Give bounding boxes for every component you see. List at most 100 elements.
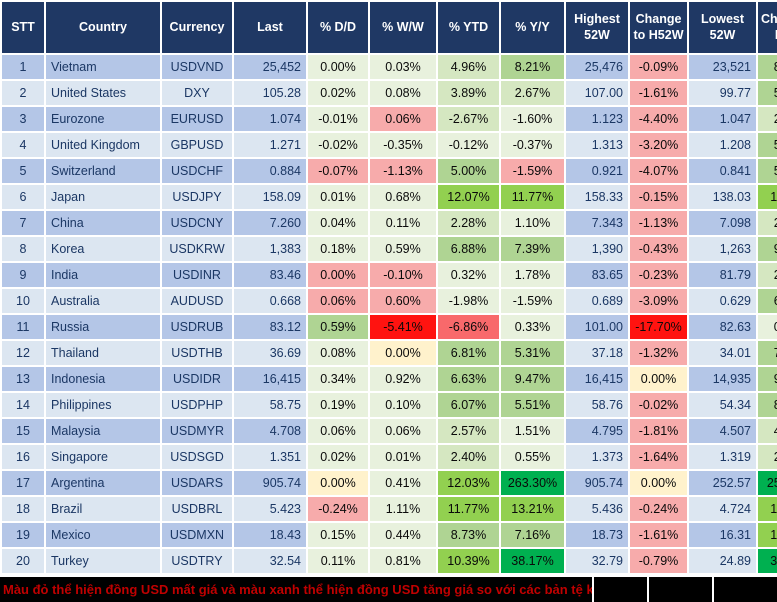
column-header-chg_h: Change to H52W <box>628 0 689 55</box>
column-header-ww: % W/W <box>368 0 438 55</box>
cell-high: 1.373 <box>564 443 630 471</box>
cell-stt: 11 <box>0 313 46 341</box>
cell-chg_h: -0.02% <box>628 391 689 419</box>
cell-stt: 17 <box>0 469 46 497</box>
table-header: STT Country Currency Last% D/D% W/W% YTD% Y… <box>0 0 777 55</box>
cell-chg_l: 14.80% <box>756 495 777 523</box>
column-header-ytd: % YTD <box>436 0 501 55</box>
cell-high: 18.73 <box>564 521 630 549</box>
cell-stt: 12 <box>0 339 46 367</box>
cell-chg_l: 6.09% <box>756 287 777 315</box>
cell-low: 81.79 <box>687 261 758 289</box>
cell-last: 16,415 <box>232 365 308 393</box>
cell-low: 23,521 <box>687 53 758 81</box>
cell-country: Switzerland <box>44 157 162 185</box>
cell-country: Mexico <box>44 521 162 549</box>
cell-high: 83.65 <box>564 261 630 289</box>
cell-ytd: 6.07% <box>436 391 501 419</box>
cell-stt: 13 <box>0 365 46 393</box>
cell-dd: 0.06% <box>306 287 370 315</box>
cell-stt: 19 <box>0 521 46 549</box>
table-row: 11 Russia USDRUB 83.12 0.59% -5.41% -6.86% 0.33… <box>0 313 777 341</box>
cell-low: 16.31 <box>687 521 758 549</box>
cell-low: 7.098 <box>687 209 758 237</box>
cell-country: India <box>44 261 162 289</box>
cell-stt: 9 <box>0 261 46 289</box>
cell-low: 4.507 <box>687 417 758 445</box>
cell-yy: 38.17% <box>499 547 566 575</box>
cell-yy: 5.31% <box>499 339 566 367</box>
cell-ww: 0.10% <box>368 391 438 419</box>
column-header-stt: STT <box>0 0 46 55</box>
cell-dd: 0.59% <box>306 313 370 341</box>
cell-chg_h: -1.13% <box>628 209 689 237</box>
cell-chg_l: 7.88% <box>756 339 777 367</box>
footer-note-bar: Màu đỏ thể hiện đồng USD mất giá và màu … <box>0 575 777 602</box>
cell-dd: 0.08% <box>306 339 370 367</box>
cell-last: 1.271 <box>232 131 308 159</box>
cell-currency: USDMXN <box>160 521 234 549</box>
cell-yy: 8.21% <box>499 53 566 81</box>
cell-stt: 14 <box>0 391 46 419</box>
cell-currency: USDPHP <box>160 391 234 419</box>
table-row: 18 Brazil USDBRL 5.423 -0.24% 1.11% 11.77% 13.2… <box>0 495 777 523</box>
column-header-last: Last <box>232 0 308 55</box>
cell-chg_l: 4.46% <box>756 417 777 445</box>
cell-currency: USDARS <box>160 469 234 497</box>
footer-empty-cell <box>712 577 777 602</box>
table-row: 15 Malaysia USDMYR 4.708 0.06% 0.06% 2.57% 1.51… <box>0 417 777 445</box>
cell-currency: AUDUSD <box>160 287 234 315</box>
cell-ww: -5.41% <box>368 313 438 341</box>
cell-chg_l: 5.28% <box>756 131 777 159</box>
table-row: 4 United Kingdom GBPUSD 1.271 -0.02% -0.35% -0… <box>0 131 777 159</box>
cell-yy: 7.16% <box>499 521 566 549</box>
cell-currency: EURUSD <box>160 105 234 133</box>
cell-dd: 0.04% <box>306 209 370 237</box>
footer-empty-cell <box>647 577 712 602</box>
cell-yy: 9.47% <box>499 365 566 393</box>
cell-country: Brazil <box>44 495 162 523</box>
cell-ytd: 2.28% <box>436 209 501 237</box>
cell-ytd: 6.88% <box>436 235 501 263</box>
cell-country: United States <box>44 79 162 107</box>
table-row: 19 Mexico USDMXN 18.43 0.15% 0.44% 8.73% 7.16% 1… <box>0 521 777 549</box>
cell-stt: 7 <box>0 209 46 237</box>
table-row: 13 Indonesia USDIDR 16,415 0.34% 0.92% 6.63% 9.… <box>0 365 777 393</box>
cell-chg_l: 2.40% <box>756 443 777 471</box>
cell-stt: 8 <box>0 235 46 263</box>
column-header-chg_l: Change to L52W <box>756 0 777 55</box>
cell-ww: 0.08% <box>368 79 438 107</box>
cell-low: 1,263 <box>687 235 758 263</box>
cell-country: United Kingdom <box>44 131 162 159</box>
cell-ytd: -1.98% <box>436 287 501 315</box>
cell-stt: 5 <box>0 157 46 185</box>
cell-yy: 7.39% <box>499 235 566 263</box>
cell-ww: 0.11% <box>368 209 438 237</box>
cell-currency: USDCNY <box>160 209 234 237</box>
cell-last: 0.884 <box>232 157 308 185</box>
cell-yy: -1.60% <box>499 105 566 133</box>
cell-ytd: 2.57% <box>436 417 501 445</box>
cell-last: 36.69 <box>232 339 308 367</box>
table-row: 9 India USDINR 83.46 0.00% -0.10% 0.32% 1.78% 83… <box>0 261 777 289</box>
cell-ww: 0.06% <box>368 417 438 445</box>
cell-dd: 0.15% <box>306 521 370 549</box>
cell-ww: 1.11% <box>368 495 438 523</box>
cell-chg_h: 0.00% <box>628 365 689 393</box>
cell-ytd: 11.77% <box>436 495 501 523</box>
cell-ww: -0.35% <box>368 131 438 159</box>
cell-high: 0.689 <box>564 287 630 315</box>
cell-low: 1.319 <box>687 443 758 471</box>
cell-dd: 0.18% <box>306 235 370 263</box>
cell-currency: USDJPY <box>160 183 234 211</box>
cell-chg_l: 2.63% <box>756 105 777 133</box>
cell-last: 1.351 <box>232 443 308 471</box>
cell-ytd: -6.86% <box>436 313 501 341</box>
cell-chg_h: -17.70% <box>628 313 689 341</box>
cell-ww: 0.44% <box>368 521 438 549</box>
cell-high: 905.74 <box>564 469 630 497</box>
cell-low: 14,935 <box>687 365 758 393</box>
cell-ww: 0.00% <box>368 339 438 367</box>
cell-high: 158.33 <box>564 183 630 211</box>
